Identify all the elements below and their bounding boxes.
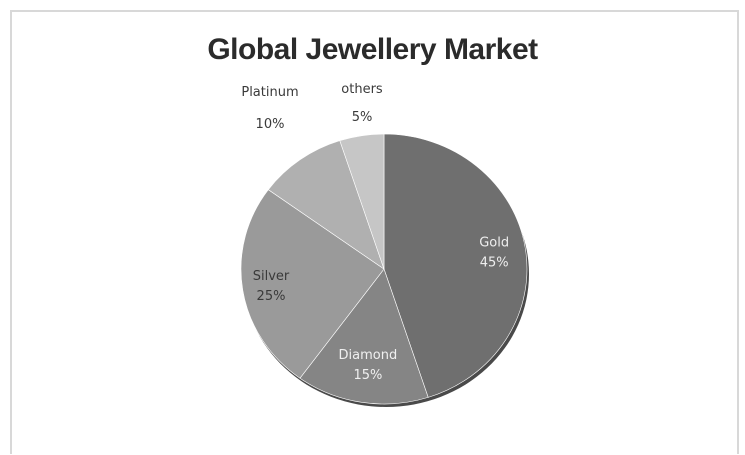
pie-slice-diamond	[299, 268, 429, 405]
pie-slice-platinum	[267, 140, 385, 270]
pie-slices	[240, 133, 528, 405]
pie-labels: Gold 45% Diamond 15% Silver 25% Platinum 10% oth…	[241, 82, 509, 383]
pie-slice-others	[339, 133, 385, 270]
slice-value-others: 5%	[352, 110, 373, 125]
slice-value-platinum: 10%	[256, 117, 285, 132]
slice-value-silver: 25%	[257, 289, 286, 304]
slice-value-gold: 45%	[480, 256, 509, 271]
chart-title: Global Jewellery Market	[207, 33, 538, 66]
slice-label-others: others	[341, 82, 383, 97]
slice-label-diamond: Diamond	[339, 348, 398, 363]
pie-slice-gold	[383, 133, 528, 398]
slice-label-platinum: Platinum	[241, 85, 298, 100]
slice-label-silver: Silver	[253, 269, 290, 284]
slice-value-diamond: 15%	[353, 368, 382, 383]
pie-slice-silver	[240, 189, 385, 379]
slice-label-gold: Gold	[479, 236, 509, 251]
